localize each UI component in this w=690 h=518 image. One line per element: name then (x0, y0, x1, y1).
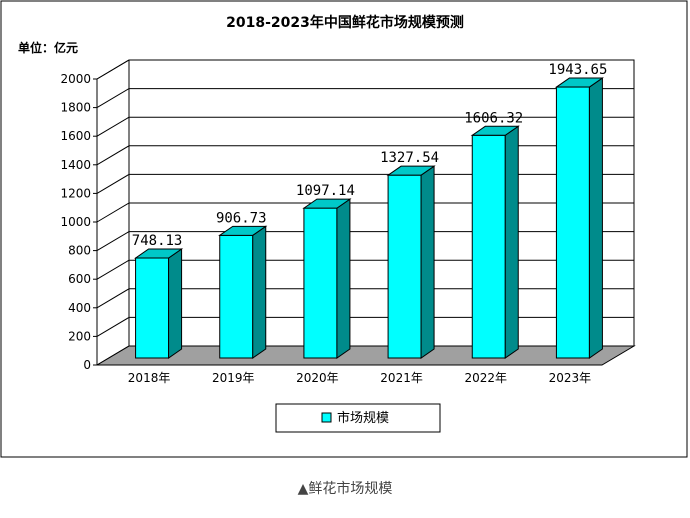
bar-top (302, 198, 352, 209)
bar-side (252, 225, 267, 359)
gridline-side (96, 345, 130, 366)
y-tick-label: 2000 (60, 72, 91, 86)
gridline-side (96, 259, 130, 280)
x-tick-label: 2021年 (380, 371, 423, 385)
x-tick-label: 2018年 (128, 371, 171, 385)
bar-side (336, 198, 351, 359)
legend: 市场规模 (275, 403, 441, 433)
bar-side (420, 165, 435, 359)
legend-swatch (321, 412, 332, 423)
y-tick-label: 200 (68, 329, 91, 343)
bar-front (555, 86, 590, 359)
gridline-side (96, 145, 130, 166)
gridline-side (96, 316, 130, 337)
x-tick-label: 2023年 (549, 371, 592, 385)
bar-2018年: 748.13 (132, 233, 184, 359)
unit-label: 单位：亿元 (18, 40, 78, 55)
bar-side (588, 77, 603, 359)
gridline-side (96, 116, 130, 137)
plot-area: 0 200 400 600 800 1000 1200 1400 1600 1800 2000 748… (60, 59, 636, 385)
gridline-side (96, 288, 130, 309)
y-tick-label: 1800 (60, 101, 91, 115)
value-label: 1943.65 (548, 62, 607, 78)
bar-front (471, 134, 506, 359)
gridline-side (96, 202, 130, 223)
value-label: 1606.32 (464, 110, 523, 126)
bar-top (218, 225, 268, 236)
value-label: 1097.14 (296, 183, 355, 199)
legend-label: 市场规模 (337, 410, 389, 426)
value-label: 906.73 (216, 210, 267, 226)
bar-2022年: 1606.32 (464, 110, 523, 359)
y-tick-label: 600 (68, 272, 91, 286)
bar-top (470, 125, 520, 136)
legend-box (275, 403, 441, 433)
bar-front (219, 234, 254, 359)
y-tick-label: 800 (68, 244, 91, 258)
figure-caption: ▲鲜花市场规模 (297, 481, 393, 497)
bar-top (554, 77, 605, 88)
chart-title: 2018-2023年中国鲜花市场规模预测 (226, 14, 464, 31)
x-tick-label: 2019年 (212, 371, 255, 385)
bar-side (504, 125, 519, 359)
value-label: 1327.54 (380, 150, 439, 166)
gridline-side (96, 231, 130, 252)
bar-chart: 2018-2023年中国鲜花市场规模预测 单位：亿元 0 200 400 600 800… (0, 0, 688, 458)
x-tick-label: 2020年 (296, 371, 339, 385)
value-label: 748.13 (132, 233, 183, 249)
y-tick-label: 1000 (60, 215, 91, 229)
y-tick-label: 400 (68, 301, 91, 315)
bar-front (303, 207, 338, 359)
y-tick-label: 1400 (60, 158, 91, 172)
y-tick-label: 1600 (60, 129, 91, 143)
bar-2019年: 906.73 (216, 210, 268, 359)
bar-2021年: 1327.54 (380, 150, 439, 359)
bar-front (135, 257, 170, 359)
y-tick-label: 1200 (60, 186, 91, 200)
gridline-side (96, 59, 130, 80)
gridline-side (96, 173, 130, 194)
bar-2020年: 1097.14 (296, 183, 355, 359)
gridline-side (96, 88, 130, 109)
bar-top (386, 165, 436, 176)
chart-frame: 2018-2023年中国鲜花市场规模预测 单位：亿元 0 200 400 600 800… (0, 0, 688, 458)
y-tick-label: 0 (83, 358, 91, 372)
bar-2023年: 1943.65 (548, 62, 607, 359)
x-tick-label: 2022年 (464, 371, 507, 385)
bar-front (387, 174, 422, 359)
bar-side (168, 248, 183, 359)
bar-top (133, 248, 184, 259)
